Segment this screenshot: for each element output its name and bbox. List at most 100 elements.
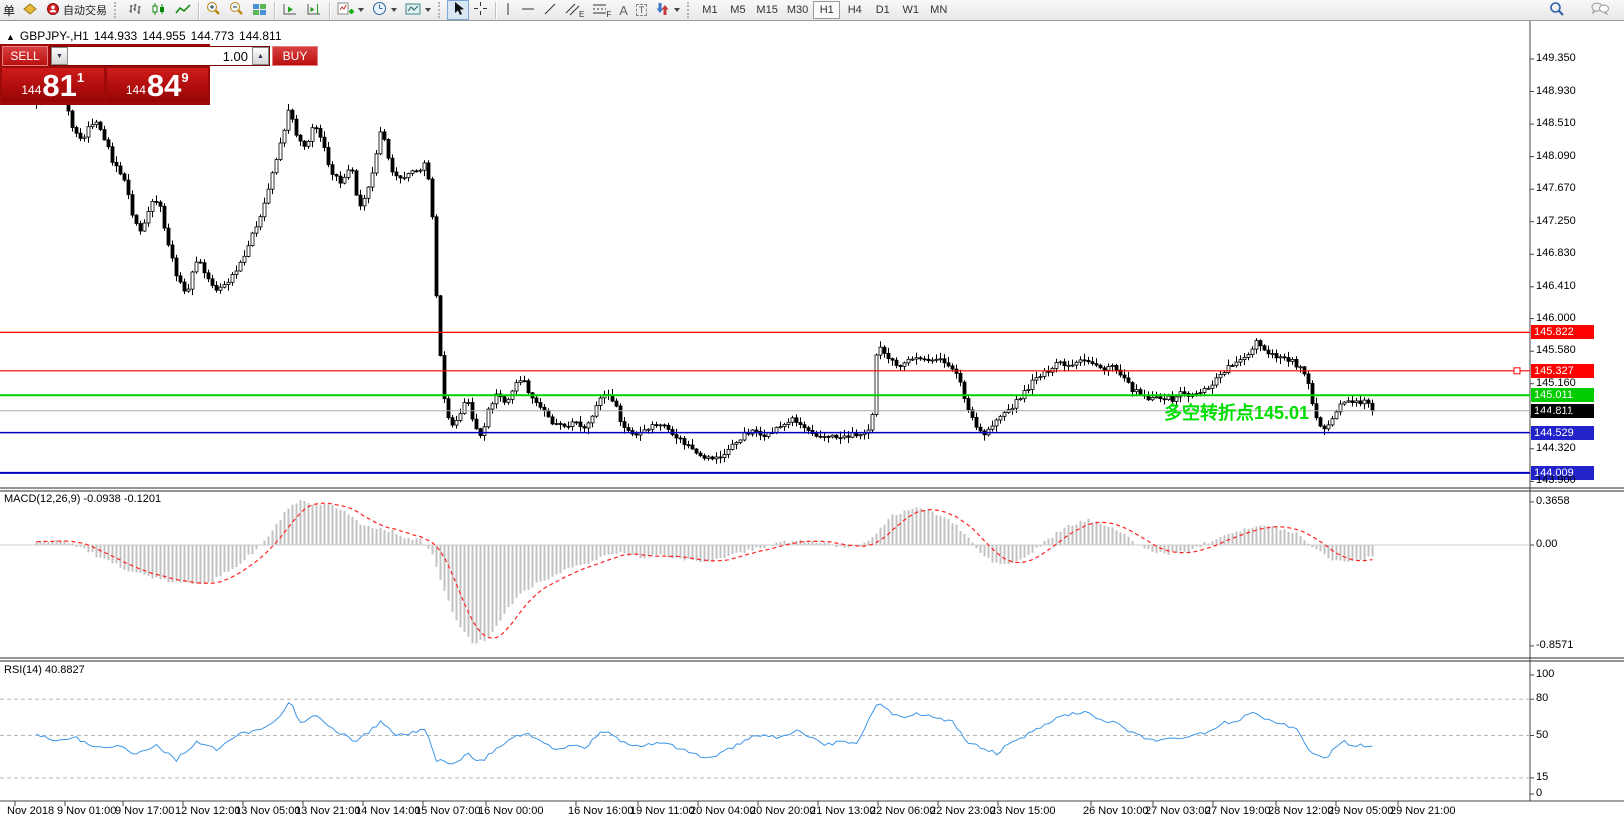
timeframe-H1[interactable]: H1 [813, 1, 841, 19]
dropdown-caret [358, 8, 365, 12]
chart-shift-icon [306, 2, 322, 19]
candlestick-chart-icon [151, 2, 167, 19]
timeframe-W1[interactable]: W1 [897, 1, 924, 19]
buy-button[interactable]: BUY [272, 46, 318, 66]
indicators-icon [337, 1, 355, 19]
autotrading-icon [46, 2, 61, 19]
horizontal-line-button[interactable] [517, 0, 539, 20]
clock-icon [372, 1, 387, 19]
channel-letter: E [579, 9, 585, 19]
trendline-button[interactable] [539, 0, 561, 20]
text-label-icon: T [635, 4, 648, 16]
ohlc-open: 144.933 [93, 29, 138, 43]
ohlc-low: 144.773 [190, 29, 235, 43]
chart-header: ▲ GBPJPY-,H1 144.933 144.955 144.773 144.811 [6, 29, 287, 43]
pane-splitter-macd[interactable] [0, 486, 1624, 492]
timeframe-D1[interactable]: D1 [869, 1, 896, 19]
timeframe-M5[interactable]: M5 [724, 1, 751, 19]
new-order-icon [22, 2, 38, 19]
templates-icon [405, 2, 421, 19]
dropdown-caret [391, 8, 398, 12]
line-chart-button[interactable] [171, 0, 195, 20]
text-icon: A [619, 2, 628, 18]
vertical-line-icon [503, 2, 513, 19]
price-axis-area[interactable] [1530, 21, 1624, 801]
pivot-annotation: 多空转折点145.01 [1164, 403, 1310, 423]
zoom-in-button[interactable] [202, 0, 225, 20]
timeframe-M30[interactable]: M30 [783, 1, 812, 19]
equidistant-channel-button[interactable]: E [561, 0, 588, 20]
ask-big-figure: 144 [125, 83, 146, 97]
indicators-button[interactable] [333, 0, 368, 20]
vertical-line-button[interactable] [499, 0, 517, 20]
main-toolbar: 单 自动交易 E F A T M1 M5 M15 M30 H1 H4 D1 W [0, 0, 1624, 21]
channel-icon [565, 2, 580, 19]
bar-chart-icon [127, 2, 143, 19]
periods-button[interactable] [368, 0, 401, 20]
pane-splitter-rsi[interactable] [0, 656, 1624, 662]
toolbar-separator [274, 1, 276, 19]
toolbar-grip [687, 2, 692, 18]
toolbar-separator [495, 1, 497, 19]
timeframe-MN[interactable]: MN [925, 1, 952, 19]
toolbar-grip [114, 2, 119, 18]
templates-button[interactable] [401, 0, 435, 20]
bid-point: 1 [76, 70, 85, 85]
volume-decrease-button[interactable]: ▼ [51, 47, 68, 65]
text-button[interactable]: A [615, 0, 632, 20]
ohlc-high: 144.955 [142, 29, 186, 43]
text-label-button[interactable]: T [632, 0, 652, 20]
timeframe-M15[interactable]: M15 [752, 1, 781, 19]
ask-point: 9 [181, 70, 189, 85]
timeframe-H4[interactable]: H4 [841, 1, 868, 19]
collapse-arrow-icon[interactable]: ▲ [6, 32, 15, 42]
volume-increase-button[interactable]: ▲ [252, 47, 269, 65]
autotrading-label: 自动交易 [63, 5, 108, 17]
autotrading-button[interactable]: 自动交易 [42, 0, 111, 20]
candlestick-chart-button[interactable] [147, 0, 171, 20]
chat-button[interactable] [1587, 0, 1614, 20]
bar-chart-button[interactable] [123, 0, 147, 20]
timeframe-M1[interactable]: M1 [696, 1, 723, 19]
toolbar-separator [198, 1, 200, 19]
sell-button[interactable]: SELL [2, 46, 48, 66]
bid-price[interactable]: 144 81 1 [2, 68, 104, 102]
zoom-out-icon [229, 1, 244, 19]
chart-shift-button[interactable] [302, 0, 326, 20]
search-icon [1549, 1, 1565, 20]
chat-icon [1591, 1, 1610, 19]
line-chart-icon [175, 2, 191, 19]
volume-stepper: ▼ ▲ [50, 46, 270, 66]
volume-input[interactable] [68, 47, 252, 65]
tile-windows-button[interactable] [248, 0, 271, 20]
fibonacci-letter: F [606, 9, 612, 19]
menu-fragment[interactable]: 单 [3, 3, 16, 18]
search-button[interactable] [1545, 0, 1569, 20]
cursor-button[interactable] [447, 0, 470, 20]
dropdown-caret [425, 8, 432, 12]
crosshair-button[interactable] [469, 0, 492, 20]
fibonacci-button[interactable]: F [588, 0, 615, 20]
ask-price[interactable]: 144 84 9 [106, 68, 208, 103]
macd-label: MACD(12,26,9) -0.0938 -0.1201 [4, 493, 162, 505]
crosshair-icon [473, 1, 488, 19]
zoom-out-button[interactable] [225, 0, 248, 20]
time-axis-area[interactable] [0, 801, 1530, 820]
ask-pips: 84 [146, 68, 182, 103]
timeframe-toolbar: M1 M5 M15 M30 H1 H4 D1 W1 MN [696, 1, 952, 19]
arrows-button[interactable] [651, 0, 684, 20]
bid-pips: 81 [42, 68, 77, 103]
new-order-button[interactable] [18, 0, 42, 20]
arrows-icon [655, 2, 670, 19]
ohlc-close: 144.811 [239, 29, 282, 43]
toolbar-grip [438, 2, 443, 18]
toolbar-separator [329, 1, 331, 19]
fibonacci-icon [592, 3, 607, 18]
cursor-icon [451, 1, 465, 19]
auto-scroll-icon [282, 2, 298, 19]
auto-scroll-button[interactable] [278, 0, 302, 20]
symbol-period: GBPJPY-,H1 [19, 29, 89, 43]
